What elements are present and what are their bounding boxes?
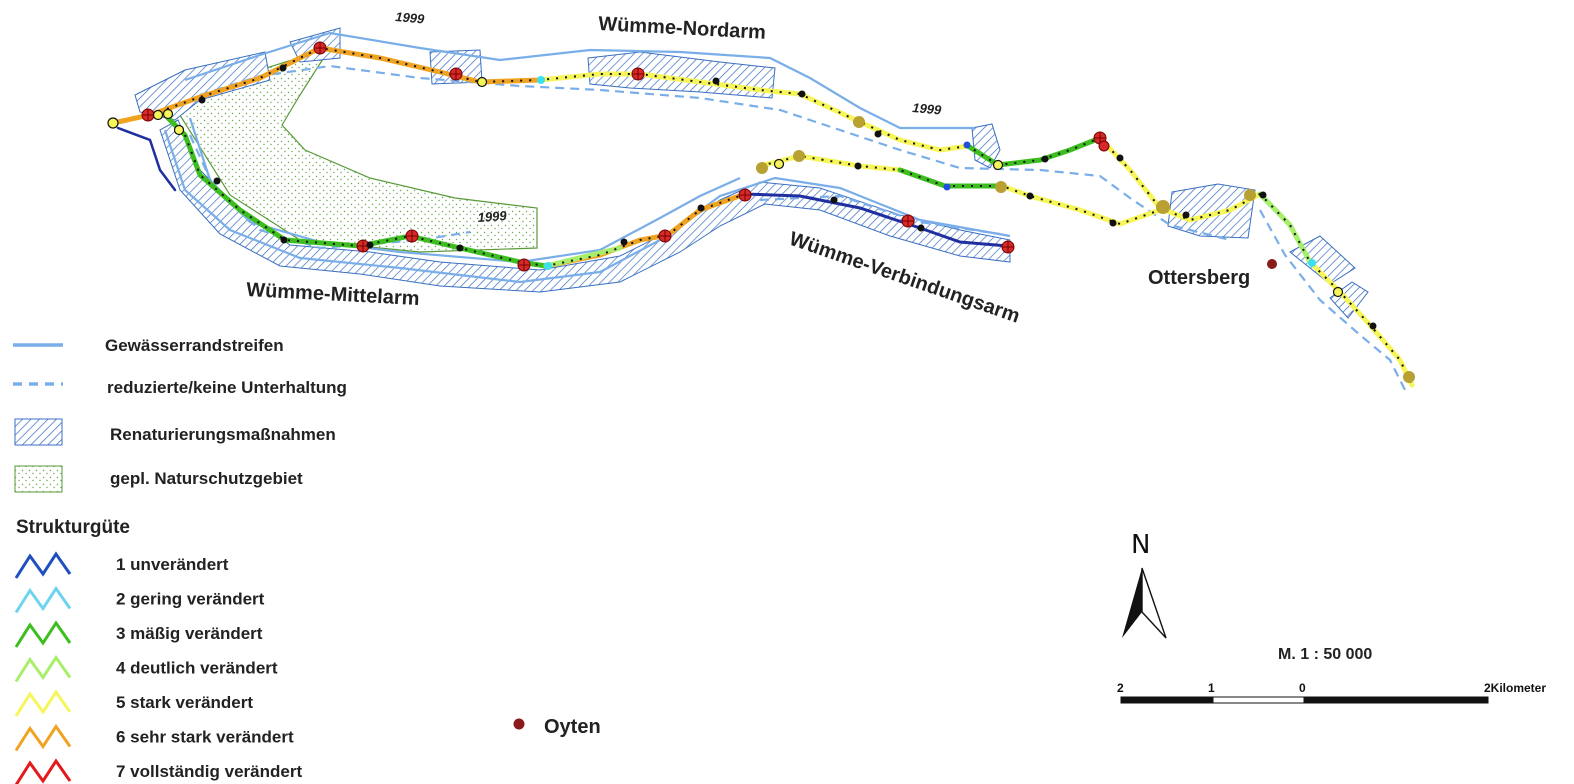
- scale-tick-1: 1: [1208, 681, 1215, 695]
- struktur-label-4: 4 deutlich verändert: [116, 659, 278, 678]
- scale-text: M. 1 : 50 000: [1278, 646, 1372, 663]
- label-year-1999-east: 1999: [912, 100, 943, 118]
- cyan-point-markers: [537, 76, 1316, 270]
- legend-label-unterhaltung: reduzierte/keine Unterhaltung: [107, 378, 347, 397]
- legend-struktur-title: Strukturgüte: [16, 517, 130, 538]
- struktur-label-5: 5 stark verändert: [116, 693, 253, 712]
- struktur-symbol-7: [14, 758, 72, 784]
- scale-tick-end: 2Kilometer: [1484, 681, 1546, 695]
- struktur-label-3: 3 mäßig verändert: [116, 624, 263, 643]
- scale-tick-0: 0: [1299, 681, 1306, 695]
- struktur-label-7: 7 vollständig verändert: [116, 762, 302, 781]
- label-year-1999-reserve: 1999: [477, 208, 508, 225]
- struktur-symbol-2: [14, 585, 72, 614]
- blue-point-markers: [943, 141, 971, 191]
- label-oyten: Oyten: [544, 716, 601, 738]
- scale-bar: [1120, 696, 1489, 704]
- struktur-symbol-4: [14, 654, 72, 683]
- label-nordarm: Wümme-Nordarm: [598, 13, 767, 44]
- struktur-label-1: 1 unverändert: [116, 555, 229, 574]
- scale-tick-2: 2: [1117, 681, 1124, 695]
- struktur-symbol-3: [14, 620, 72, 648]
- yellow-point-markers: [107, 76, 1344, 298]
- struktur-label-6: 6 sehr stark verändert: [116, 728, 294, 747]
- struktur-symbol-1: [14, 551, 72, 579]
- label-mittelarm: Wümme-Mittelarm: [246, 279, 420, 310]
- north-arrow-icon: [1122, 567, 1167, 639]
- legend-symbol-stippled-box: [14, 465, 63, 493]
- legend-label-renaturierung: Renaturierungsmaßnahmen: [110, 425, 336, 444]
- red-marker-crosses: [142, 42, 1106, 271]
- label-year-1999-north: 1999: [395, 9, 426, 27]
- oyten-town-dot: [513, 718, 525, 730]
- legend-label-naturschutzgebiet: gepl. Naturschutzgebiet: [110, 469, 303, 488]
- label-ottersberg: Ottersberg: [1148, 267, 1250, 289]
- olive-point-markers: [756, 116, 1415, 383]
- black-point-markers: [198, 64, 1377, 330]
- struktur-legend: 1 unverändert 2 gering verändert 3 mäßig v…: [14, 551, 302, 784]
- legend-label-randstreifen: Gewässerrandstreifen: [105, 336, 284, 355]
- ottersberg-town-dot: [1267, 259, 1277, 269]
- struktur-symbol-6: [14, 723, 72, 752]
- north-label: N: [1131, 530, 1150, 560]
- river-dotted-overlay: [149, 46, 1413, 386]
- renaturation-areas: [134, 27, 1369, 319]
- struktur-label-2: 2 gering verändert: [116, 590, 265, 609]
- legend-symbol-hatched-box: [14, 418, 63, 446]
- struktur-symbol-5: [14, 689, 72, 717]
